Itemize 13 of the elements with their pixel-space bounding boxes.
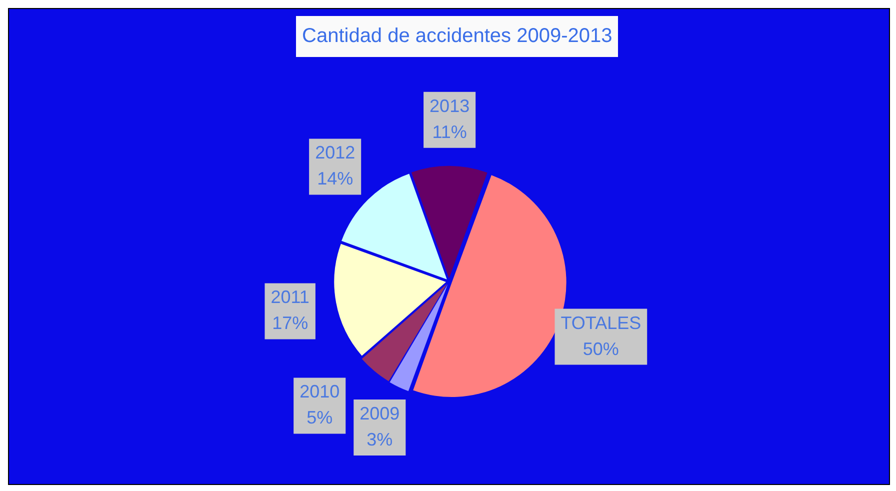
slice-label: 2011: [270, 287, 310, 308]
data-label: 50%: [582, 338, 619, 359]
slice-label: 2009: [360, 404, 400, 424]
data-label: 3%: [366, 430, 393, 450]
chart-title: Cantidad de accidentes 2009-2013: [296, 16, 618, 57]
data-label: 11%: [432, 122, 467, 142]
slice-label: 2013: [430, 96, 470, 116]
slice-label: 2012: [315, 142, 356, 163]
slice-label: 2010: [300, 382, 340, 402]
data-label: 17%: [272, 313, 308, 334]
data-label: 5%: [306, 408, 333, 428]
data-label: 14%: [317, 168, 354, 189]
slice-label: TOTALES: [560, 312, 642, 333]
